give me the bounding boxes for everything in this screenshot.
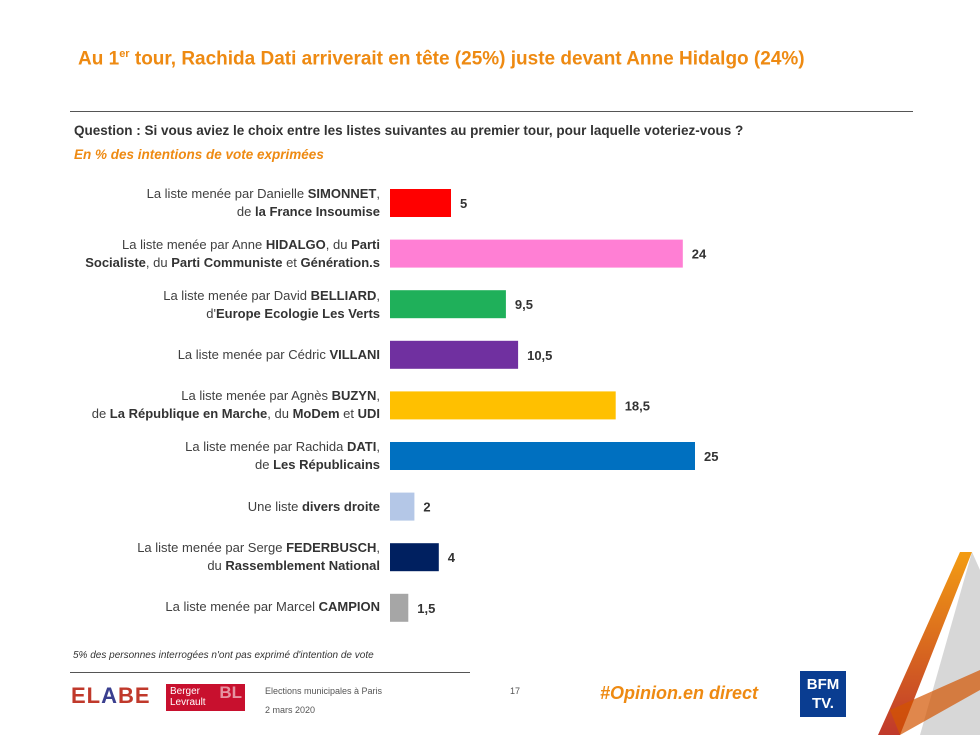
bar-value-label: 2 — [423, 500, 430, 515]
bar-value-label: 24 — [692, 247, 707, 262]
bar-value-label: 18,5 — [625, 398, 650, 413]
footer-divider — [70, 672, 470, 673]
bar-chart: La liste menée par Danielle SIMONNET, de … — [0, 180, 980, 630]
question-text: Question : Si vous aviez le choix entre … — [74, 123, 744, 138]
bar-value-label: 25 — [704, 449, 718, 464]
bar — [390, 290, 506, 319]
elabe-logo: ELABE — [71, 683, 151, 708]
footer-date: 2 mars 2020 — [265, 705, 316, 715]
bar — [390, 492, 415, 521]
bar-value-label: 4 — [448, 550, 456, 565]
bar — [390, 593, 409, 622]
bar — [390, 189, 451, 217]
bar — [390, 340, 519, 369]
category-label: La liste menée par David BELLIARD, d'Euro… — [163, 288, 380, 321]
unit-subtitle: En % des intentions de vote exprimées — [74, 147, 324, 162]
bar — [390, 391, 616, 420]
bfmtv-logo: BFM TV. — [800, 671, 846, 717]
decorative-a-shape — [878, 552, 980, 735]
category-label: Une liste divers droite — [247, 499, 380, 514]
page-number: 17 — [510, 686, 521, 696]
header-divider — [70, 111, 913, 112]
category-label: La liste menée par Marcel CAMPION — [165, 599, 380, 614]
bar-value-label: 1,5 — [417, 601, 435, 616]
page-title: Au 1er tour, Rachida Dati arriverait en … — [78, 48, 805, 70]
bar-value-label: 5 — [460, 196, 467, 211]
footnote: 5% des personnes interrogées n'ont pas e… — [73, 650, 374, 661]
hashtag: #Opinion.en direct — [600, 683, 759, 703]
bar — [390, 543, 439, 572]
footer-source: Elections municipales à Paris — [265, 686, 383, 696]
category-label: La liste menée par Danielle SIMONNET, de … — [146, 186, 380, 219]
bar-value-label: 9,5 — [515, 297, 533, 312]
bar-value-label: 10,5 — [527, 348, 552, 363]
category-label: La liste menée par Agnès BUZYN, de La Rép… — [91, 388, 380, 421]
category-label: La liste menée par Serge FEDERBUSCH, du R… — [137, 540, 380, 573]
bar — [390, 442, 695, 470]
berger-levrault-logo: Berger Levrault BL — [166, 684, 245, 711]
category-label: La liste menée par Cédric VILLANI — [177, 347, 380, 362]
category-label: La liste menée par Anne HIDALGO, du Part… — [85, 237, 380, 270]
bar — [390, 239, 683, 268]
category-label: La liste menée par Rachida DATI, de Les R… — [185, 439, 380, 472]
